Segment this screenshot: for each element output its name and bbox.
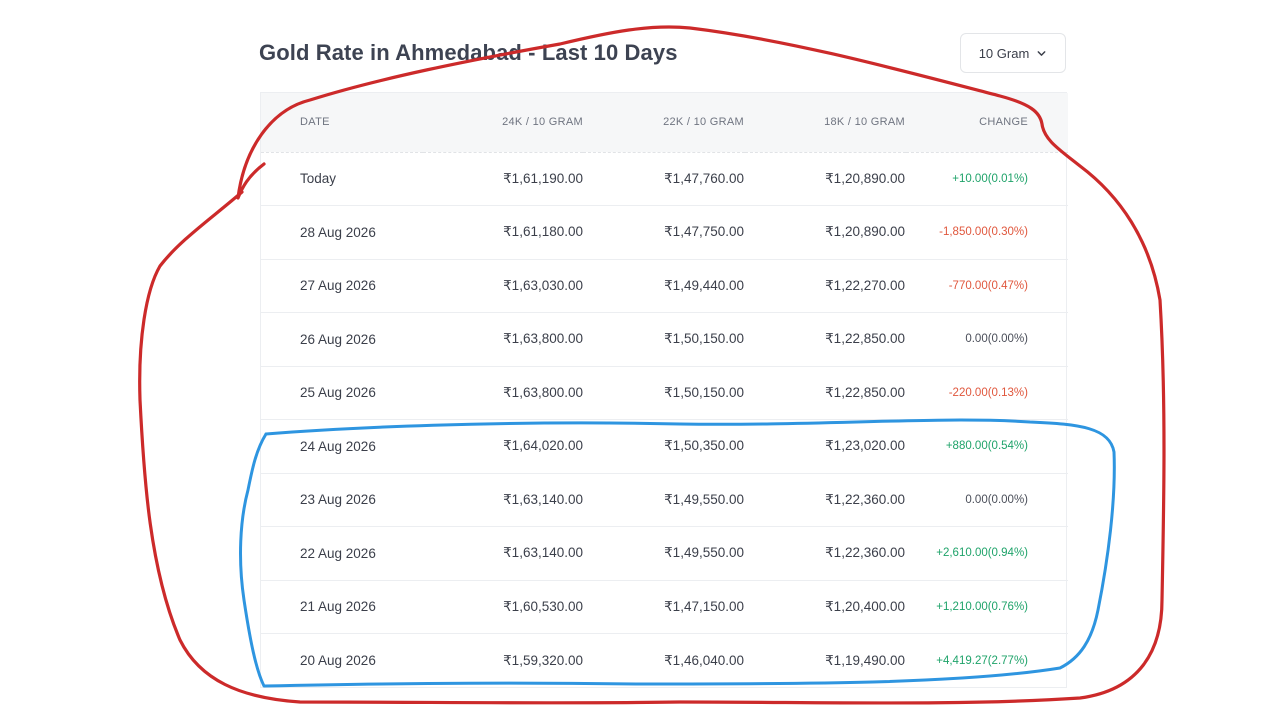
cell-date: 28 Aug 2026 xyxy=(261,205,423,260)
cell-change: +1,210.00(0.76%) xyxy=(906,580,1068,634)
cell-18k: ₹1,22,850.00 xyxy=(745,366,906,420)
cell-change: -1,850.00(0.30%) xyxy=(906,205,1068,260)
cell-22k: ₹1,50,350.00 xyxy=(583,419,745,474)
table-header-row: DATE 24K / 10 GRAM 22K / 10 GRAM 18K / 1… xyxy=(261,93,1068,153)
unit-dropdown[interactable]: 10 Gram xyxy=(960,33,1066,73)
cell-change: 0.00(0.00%) xyxy=(906,312,1068,367)
unit-dropdown-value: 10 Gram xyxy=(978,45,1030,61)
gold-rate-table: DATE 24K / 10 GRAM 22K / 10 GRAM 18K / 1… xyxy=(260,92,1068,688)
cell-change: +10.00(0.01%) xyxy=(906,152,1068,206)
cell-24k: ₹1,63,030.00 xyxy=(423,259,583,313)
cell-24k: ₹1,64,020.00 xyxy=(423,419,583,474)
page-title: Gold Rate in Ahmedabad - Last 10 Days xyxy=(259,40,678,65)
table-row: 21 Aug 2026 ₹1,60,530.00 ₹1,47,150.00 ₹1,20… xyxy=(261,580,1068,634)
cell-18k: ₹1,22,360.00 xyxy=(745,526,906,581)
cell-24k: ₹1,63,140.00 xyxy=(423,526,583,581)
cell-date: 22 Aug 2026 xyxy=(261,526,423,581)
cell-change: 0.00(0.00%) xyxy=(906,473,1068,527)
table-row: 24 Aug 2026 ₹1,64,020.00 ₹1,50,350.00 ₹1,23… xyxy=(261,419,1068,474)
header-24k: 24K / 10 GRAM xyxy=(423,93,583,153)
cell-18k: ₹1,23,020.00 xyxy=(745,419,906,474)
header-22k: 22K / 10 GRAM xyxy=(583,93,745,153)
cell-24k: ₹1,61,180.00 xyxy=(423,205,583,260)
table-row: 27 Aug 2026 ₹1,63,030.00 ₹1,49,440.00 ₹1,22… xyxy=(261,259,1068,313)
cell-change: +2,610.00(0.94%) xyxy=(906,526,1068,581)
cell-change: -770.00(0.47%) xyxy=(906,259,1068,313)
cell-24k: ₹1,59,320.00 xyxy=(503,652,583,668)
cell-24k: ₹1,63,140.00 xyxy=(423,473,583,527)
table-row: 20 Aug 2026 ₹1,59,320.00 ₹1,46,040.00 ₹1,19… xyxy=(261,634,1068,688)
table-row: 22 Aug 2026 ₹1,63,140.00 ₹1,49,550.00 ₹1,22… xyxy=(261,526,1068,581)
header-18k: 18K / 10 GRAM xyxy=(745,93,906,153)
cell-change: +880.00(0.54%) xyxy=(906,419,1068,474)
cell-date: Today xyxy=(261,152,423,206)
cell-22k: ₹1,50,150.00 xyxy=(583,312,745,367)
cell-date: 27 Aug 2026 xyxy=(261,259,423,313)
cell-date: 26 Aug 2026 xyxy=(261,312,423,367)
cell-18k: ₹1,20,890.00 xyxy=(745,205,906,260)
cell-date: 21 Aug 2026 xyxy=(261,580,423,634)
cell-22k: ₹1,47,150.00 xyxy=(583,580,745,634)
cell-24k: ₹1,63,800.00 xyxy=(423,312,583,367)
cell-22k: ₹1,46,040.00 xyxy=(664,652,744,668)
header-change: CHANGE xyxy=(906,93,1068,153)
cell-date: 20 Aug 2026 xyxy=(300,653,376,668)
cell-22k: ₹1,47,750.00 xyxy=(583,205,745,260)
header-date: DATE xyxy=(261,93,423,153)
cell-18k: ₹1,22,270.00 xyxy=(745,259,906,313)
table-row: 28 Aug 2026 ₹1,61,180.00 ₹1,47,750.00 ₹1,20… xyxy=(261,205,1068,260)
cell-change: +4,419.27(2.77%) xyxy=(936,654,1028,667)
cell-18k: ₹1,20,400.00 xyxy=(745,580,906,634)
cell-date: 25 Aug 2026 xyxy=(261,366,423,420)
cell-18k: ₹1,20,890.00 xyxy=(745,152,906,206)
cell-22k: ₹1,49,440.00 xyxy=(583,259,745,313)
table-row: Today ₹1,61,190.00 ₹1,47,760.00 ₹1,20,890.0… xyxy=(261,152,1068,206)
table-row: 26 Aug 2026 ₹1,63,800.00 ₹1,50,150.00 ₹1,22… xyxy=(261,312,1068,367)
cell-22k: ₹1,47,760.00 xyxy=(583,152,745,206)
cell-date: 24 Aug 2026 xyxy=(261,419,423,474)
cell-24k: ₹1,63,800.00 xyxy=(423,366,583,420)
table-row: 25 Aug 2026 ₹1,63,800.00 ₹1,50,150.00 ₹1,22… xyxy=(261,366,1068,420)
cell-22k: ₹1,50,150.00 xyxy=(583,366,745,420)
cell-22k: ₹1,49,550.00 xyxy=(583,526,745,581)
cell-22k: ₹1,49,550.00 xyxy=(583,473,745,527)
table-row: 23 Aug 2026 ₹1,63,140.00 ₹1,49,550.00 ₹1,22… xyxy=(261,473,1068,527)
cell-change: -220.00(0.13%) xyxy=(906,366,1068,420)
cell-24k: ₹1,60,530.00 xyxy=(423,580,583,634)
chevron-down-icon xyxy=(1037,50,1046,56)
cell-18k: ₹1,19,490.00 xyxy=(825,652,905,668)
cell-18k: ₹1,22,360.00 xyxy=(745,473,906,527)
cell-24k: ₹1,61,190.00 xyxy=(423,152,583,206)
cell-18k: ₹1,22,850.00 xyxy=(745,312,906,367)
cell-date: 23 Aug 2026 xyxy=(261,473,423,527)
